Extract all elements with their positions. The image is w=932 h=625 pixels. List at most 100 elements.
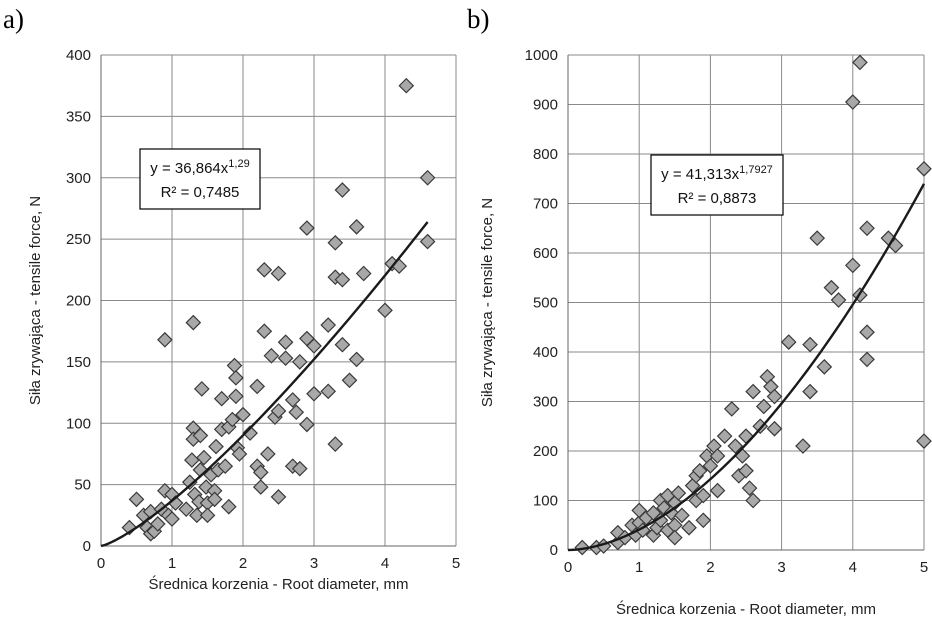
- data-point: [320, 383, 337, 400]
- data-point: [681, 519, 697, 536]
- data-point: [691, 462, 708, 479]
- data-point: [217, 458, 234, 475]
- data-point: [859, 351, 875, 368]
- data-point: [674, 507, 690, 524]
- data-point: [306, 385, 322, 402]
- data-point: [802, 336, 818, 353]
- data-point: [334, 182, 351, 198]
- x-axis-title: Średnica korzenia - Root diameter, mm: [148, 575, 408, 593]
- data-point: [716, 428, 733, 444]
- data-point: [270, 489, 287, 505]
- data-point: [149, 516, 166, 532]
- data-point: [164, 511, 180, 527]
- data-point: [157, 331, 173, 348]
- data-point: [780, 334, 797, 350]
- y-tick-label: 150: [66, 354, 91, 371]
- equation-exponent: 1,29: [228, 158, 249, 170]
- data-point: [206, 491, 223, 508]
- data-point: [235, 406, 251, 423]
- x-tick-label: 0: [97, 555, 105, 572]
- data-point: [231, 446, 248, 462]
- y-tick-label: 700: [533, 196, 558, 213]
- trendline-equation: y = 41,313x1,7927: [661, 164, 773, 183]
- data-point: [816, 359, 833, 375]
- data-point: [348, 351, 365, 368]
- data-point: [745, 383, 761, 400]
- x-tick-label: 0: [564, 559, 572, 576]
- x-tick-label: 5: [920, 559, 928, 576]
- data-point: [738, 428, 754, 444]
- data-point: [709, 448, 726, 464]
- data-point: [809, 230, 826, 246]
- data-point: [652, 512, 669, 529]
- y-tick-label: 300: [533, 394, 558, 411]
- data-point: [355, 265, 372, 282]
- data-point: [745, 492, 761, 509]
- data-point: [228, 388, 244, 405]
- data-point: [277, 350, 294, 367]
- data-point: [334, 271, 351, 288]
- power-trendline: [100, 221, 429, 548]
- data-point: [666, 529, 683, 546]
- data-point: [670, 485, 687, 501]
- data-point: [196, 449, 212, 466]
- y-axis-title: Siła zrywająca - tensile force, N: [479, 198, 496, 407]
- data-point: [199, 507, 216, 524]
- data-point: [220, 498, 237, 515]
- data-point: [695, 512, 712, 529]
- x-tick-label: 3: [777, 559, 785, 576]
- data-point: [270, 265, 287, 282]
- data-point: [277, 334, 294, 351]
- data-point: [741, 480, 758, 496]
- data-point: [334, 336, 351, 353]
- data-point: [184, 452, 200, 468]
- equation-box-border: [650, 154, 784, 216]
- r-squared-value: R² = 0,7485: [161, 184, 240, 201]
- data-point: [242, 425, 258, 441]
- x-tick-label: 1: [168, 555, 176, 572]
- data-point: [224, 411, 241, 428]
- x-tick-label: 2: [239, 555, 247, 572]
- data-point: [270, 403, 287, 419]
- data-point: [574, 539, 591, 556]
- data-point: [306, 338, 322, 354]
- x-tick-label: 2: [706, 559, 714, 576]
- data-point: [192, 427, 209, 444]
- equation-exponent: 1,7927: [739, 164, 773, 176]
- data-point: [723, 401, 740, 417]
- data-point: [181, 474, 198, 491]
- data-point: [320, 317, 337, 333]
- x-tick-label: 1: [635, 559, 643, 576]
- y-tick-label: 600: [533, 245, 558, 262]
- y-tick-label: 0: [550, 542, 558, 559]
- r-squared-value: R² = 0,8873: [678, 190, 757, 207]
- data-point: [128, 491, 145, 508]
- equation-box: y = 36,864x1,29 R² = 0,7485: [139, 148, 261, 210]
- panel-label: a): [3, 4, 24, 34]
- data-point: [377, 302, 393, 319]
- equation-base: y = 36,864x: [150, 160, 228, 177]
- data-point: [859, 324, 875, 341]
- data-point: [327, 436, 344, 452]
- data-point: [916, 433, 932, 449]
- data-point: [859, 220, 875, 237]
- data-point: [348, 219, 365, 235]
- data-point: [830, 292, 847, 308]
- x-tick-label: 4: [381, 555, 389, 572]
- y-tick-label: 400: [66, 47, 91, 64]
- data-point: [823, 279, 840, 296]
- data-point: [727, 438, 744, 454]
- data-point: [802, 383, 818, 400]
- data-point: [291, 354, 308, 370]
- y-tick-label: 100: [533, 493, 558, 510]
- equation-base: y = 41,313x: [661, 166, 739, 183]
- y-tick-label: 800: [533, 146, 558, 163]
- y-tick-label: 200: [66, 293, 91, 310]
- data-point: [419, 233, 436, 250]
- data-point: [288, 404, 305, 421]
- data-point: [249, 378, 266, 395]
- data-point: [916, 161, 932, 177]
- data-point: [419, 169, 436, 186]
